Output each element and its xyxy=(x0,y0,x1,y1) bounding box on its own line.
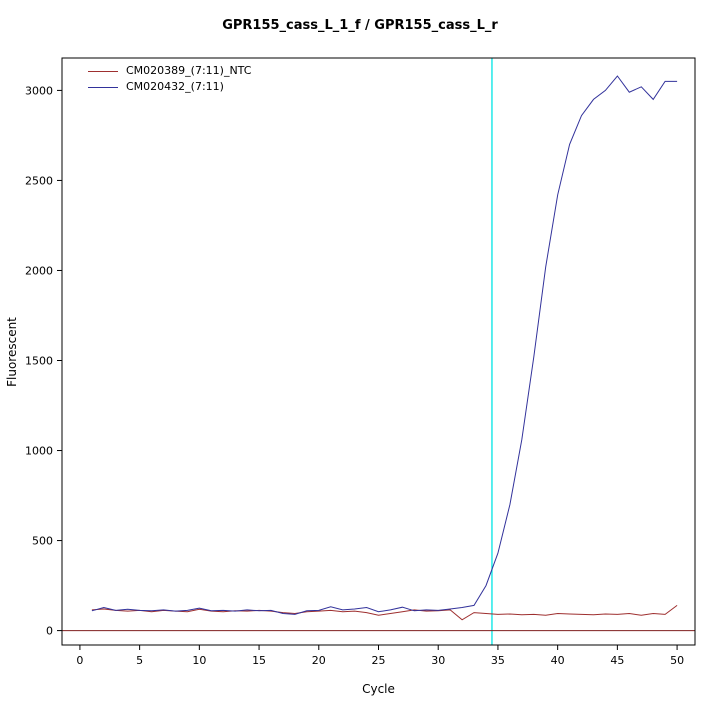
x-axis-label: Cycle xyxy=(362,682,395,696)
x-tick-label: 50 xyxy=(670,654,684,667)
x-tick-label: 35 xyxy=(491,654,505,667)
series-line-1 xyxy=(91,75,678,615)
plot-border xyxy=(61,57,696,646)
y-tick-label: 2500 xyxy=(25,174,53,187)
x-tick-label: 20 xyxy=(312,654,326,667)
series-line-0 xyxy=(91,605,678,621)
legend-line-swatch-ntc xyxy=(88,70,118,72)
y-tick-label: 2000 xyxy=(25,264,53,277)
x-tick-label: 15 xyxy=(252,654,266,667)
legend-label-sample: CM020432_(7:11) xyxy=(126,80,224,93)
x-tick-label: 10 xyxy=(192,654,206,667)
x-tick-label: 40 xyxy=(551,654,565,667)
legend: CM020389_(7:11)_NTC CM020432_(7:11) xyxy=(88,64,251,94)
x-tick-label: 25 xyxy=(372,654,386,667)
chart-title: GPR155_cass_L_1_f / GPR155_cass_L_r xyxy=(222,18,498,33)
x-tick-label: 45 xyxy=(610,654,624,667)
x-tick-label: 5 xyxy=(136,654,143,667)
legend-item: CM020432_(7:11) xyxy=(88,80,251,94)
y-tick-label: 3000 xyxy=(25,84,53,97)
y-tick-label: 500 xyxy=(32,535,53,548)
legend-label-ntc: CM020389_(7:11)_NTC xyxy=(126,64,252,77)
y-tick-label: 0 xyxy=(46,625,53,638)
legend-line-swatch-sample xyxy=(88,86,118,88)
x-tick-label: 30 xyxy=(431,654,445,667)
legend-item: CM020389_(7:11)_NTC xyxy=(88,64,251,78)
x-tick-label: 0 xyxy=(76,654,83,667)
y-tick-label: 1500 xyxy=(25,355,53,368)
y-tick-label: 1000 xyxy=(25,445,53,458)
